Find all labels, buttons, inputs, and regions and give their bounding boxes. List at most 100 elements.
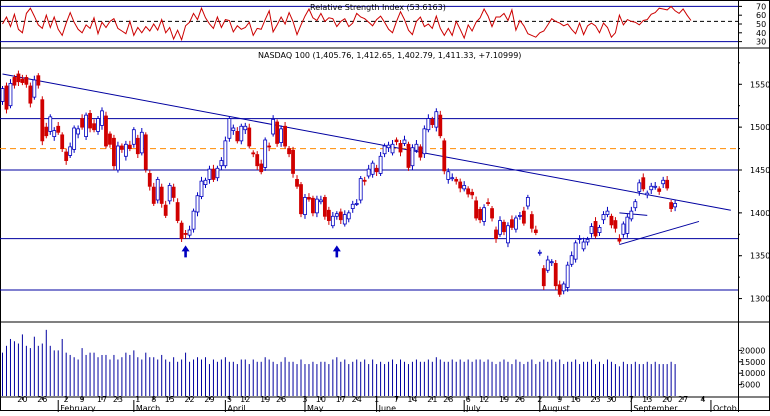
month-label: June: [378, 404, 397, 412]
x-tick-label: 1: [374, 395, 379, 404]
candle-body: [315, 198, 319, 214]
x-tick-label: 21: [427, 395, 437, 404]
x-tick-label: 23: [113, 395, 123, 404]
x-tick-label: 13: [642, 395, 652, 404]
candle-body: [350, 203, 355, 209]
x-tick-label: 5: [227, 395, 232, 404]
candle-body: [518, 215, 522, 217]
candle-body: [657, 188, 662, 192]
candle-body: [255, 154, 260, 167]
x-tick-label: 15: [165, 395, 175, 404]
candle-body: [311, 197, 315, 214]
candle-body: [426, 118, 431, 131]
candle-body: [203, 179, 208, 185]
candle-body: [179, 222, 184, 239]
candle-body: [36, 75, 41, 86]
rsi-y-tick-label: 40: [756, 29, 766, 38]
month-label: May: [307, 404, 324, 412]
x-tick-label: 9: [80, 395, 85, 404]
candle-body: [159, 186, 164, 204]
candle-body: [362, 179, 367, 182]
candle-body: [478, 209, 483, 221]
x-tick-label: 3: [302, 395, 307, 404]
month-label: March: [136, 404, 160, 412]
candle-body: [16, 73, 21, 83]
x-tick-label: 4: [700, 395, 705, 404]
candle-body: [430, 119, 435, 125]
candle-body: [669, 202, 674, 209]
candle-body: [56, 125, 61, 133]
x-tick-label: 19: [499, 395, 509, 404]
price-y-tick-label: 1550: [750, 80, 770, 89]
candle-body: [163, 204, 168, 216]
candle-body: [223, 140, 228, 167]
candle-body: [12, 77, 17, 86]
candle-body: [346, 212, 351, 220]
x-tick-label: 7: [629, 395, 634, 404]
candle-body: [239, 125, 244, 142]
x-tick-label: 30: [606, 395, 616, 404]
candle-body: [378, 155, 383, 174]
candle-body: [219, 160, 224, 167]
candle-body: [195, 195, 200, 213]
candle-body: [605, 210, 610, 215]
candle-body: [64, 151, 69, 161]
candle-body: [48, 116, 53, 132]
x-tick-label: 26: [37, 395, 47, 404]
candle-body: [291, 149, 295, 174]
candle-body: [382, 145, 387, 155]
candle-body: [557, 284, 562, 295]
candle-body: [434, 111, 439, 128]
candle-body: [621, 223, 626, 235]
candle-body: [155, 179, 160, 201]
month-label: February: [60, 404, 96, 412]
candle-body: [553, 263, 558, 287]
candle-body: [545, 259, 550, 271]
candle-body: [342, 214, 347, 225]
candle-body: [581, 241, 586, 250]
x-tick-label: 20: [662, 395, 672, 404]
candle-body: [151, 186, 156, 204]
candle-body: [625, 216, 630, 234]
candle-body: [72, 127, 77, 150]
candle-body: [20, 78, 25, 83]
candle-body: [123, 143, 128, 157]
candle-body: [617, 238, 622, 242]
rsi-title: Relative Strength Index (53.6163): [310, 3, 446, 12]
candle-body: [442, 140, 447, 172]
candle-body: [673, 203, 678, 208]
candle-body: [597, 227, 602, 233]
candle-body: [171, 186, 176, 198]
candle-body: [235, 131, 240, 142]
volume-y-tick-label: 10000: [740, 369, 765, 378]
candle-body: [665, 179, 670, 189]
candle-body: [458, 181, 463, 189]
candle-body: [135, 137, 140, 155]
candle-body: [187, 229, 192, 236]
candle-body: [267, 145, 272, 148]
candle-body: [450, 177, 455, 180]
candle-body: [661, 179, 666, 185]
candle-body: [147, 173, 152, 187]
candle-body: [52, 130, 57, 137]
candle-body: [573, 242, 578, 260]
candle-body: [127, 144, 132, 149]
candle-body: [120, 145, 124, 150]
rsi-y-tick-label: 70: [756, 2, 766, 11]
candle-body: [641, 177, 646, 190]
candle-body: [589, 226, 594, 234]
x-tick-label: 26: [276, 395, 286, 404]
candle-body: [533, 229, 538, 233]
candle-body: [402, 139, 407, 144]
candle-body: [60, 134, 65, 149]
candle-body: [271, 119, 276, 135]
x-tick-label: 6: [466, 395, 471, 404]
candle-body: [131, 129, 136, 145]
candle-body: [96, 118, 100, 132]
candle-body: [211, 168, 216, 180]
candle-body: [303, 197, 307, 215]
x-tick-label: 12: [479, 395, 489, 404]
candle-body: [44, 126, 49, 137]
candle-body: [561, 283, 566, 292]
